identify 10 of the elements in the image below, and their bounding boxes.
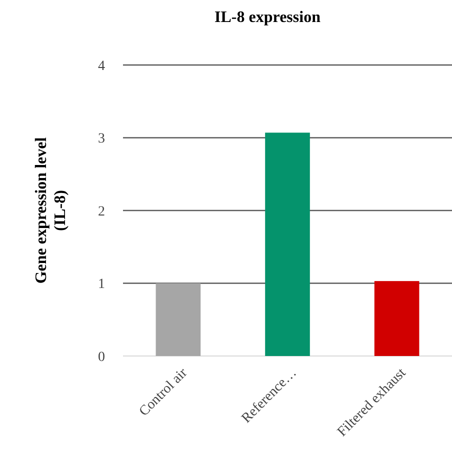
chart-title: IL-8 expression bbox=[214, 9, 321, 26]
y-tick-label: 1 bbox=[98, 277, 105, 292]
bar bbox=[265, 132, 310, 356]
y-tick-label: 0 bbox=[98, 350, 105, 365]
y-axis-title: Gene expression level (IL-8) bbox=[33, 136, 69, 284]
bar bbox=[374, 281, 420, 356]
y-tick-label: 4 bbox=[98, 58, 105, 74]
y-tick-label: 3 bbox=[98, 132, 105, 147]
y-tick-label: 2 bbox=[98, 204, 105, 220]
bar bbox=[156, 283, 201, 356]
